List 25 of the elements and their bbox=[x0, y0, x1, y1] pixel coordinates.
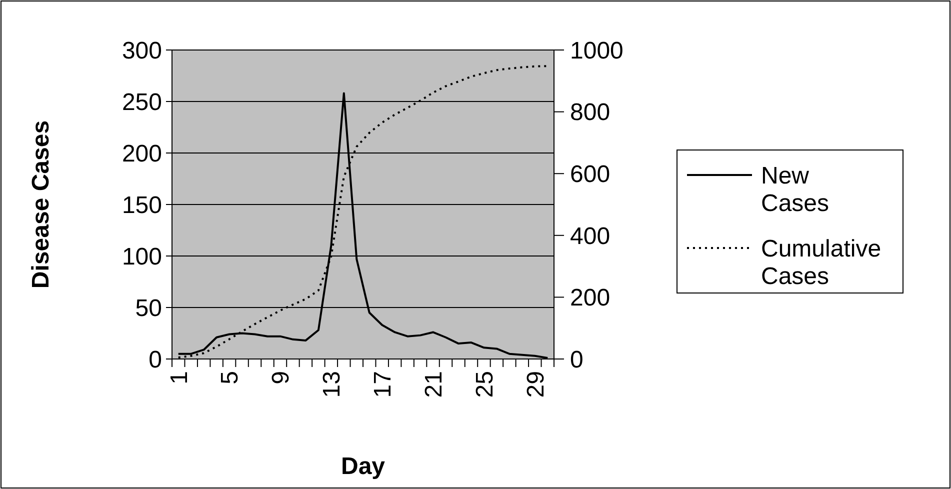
x-tick-label: 29 bbox=[522, 371, 550, 398]
y-tick-label: 50 bbox=[135, 294, 162, 322]
y2-tick-label: 200 bbox=[570, 284, 610, 312]
legend-label: New Cases bbox=[761, 162, 830, 217]
y-tick-label: 150 bbox=[122, 192, 162, 219]
legend-label: Cumulative Cases bbox=[761, 235, 882, 290]
x-tick-label: 13 bbox=[318, 371, 346, 398]
y2-tick-label: 600 bbox=[570, 161, 610, 188]
x-tick-label: 5 bbox=[216, 371, 244, 384]
x-tick-label: 25 bbox=[471, 371, 498, 398]
y-tick-label: 0 bbox=[148, 346, 162, 374]
y2-tick-label: 0 bbox=[570, 346, 584, 374]
x-axis-title: Day bbox=[340, 453, 386, 480]
x-tick-label: 17 bbox=[370, 371, 396, 398]
y2-tick-label: 400 bbox=[570, 222, 610, 250]
x-tick-label: 9 bbox=[268, 371, 295, 384]
x-tick-label: 21 bbox=[420, 371, 448, 398]
y-tick-label: 250 bbox=[122, 88, 162, 116]
y-axis-title: Disease Cases bbox=[27, 120, 54, 289]
y2-tick-label: 1000 bbox=[570, 37, 624, 64]
y-tick-label: 200 bbox=[122, 140, 162, 168]
x-tick-label: 1 bbox=[166, 371, 193, 384]
y-tick-label: 100 bbox=[122, 243, 162, 270]
y-tick-label: 300 bbox=[122, 37, 162, 64]
y2-tick-label: 800 bbox=[570, 99, 610, 126]
